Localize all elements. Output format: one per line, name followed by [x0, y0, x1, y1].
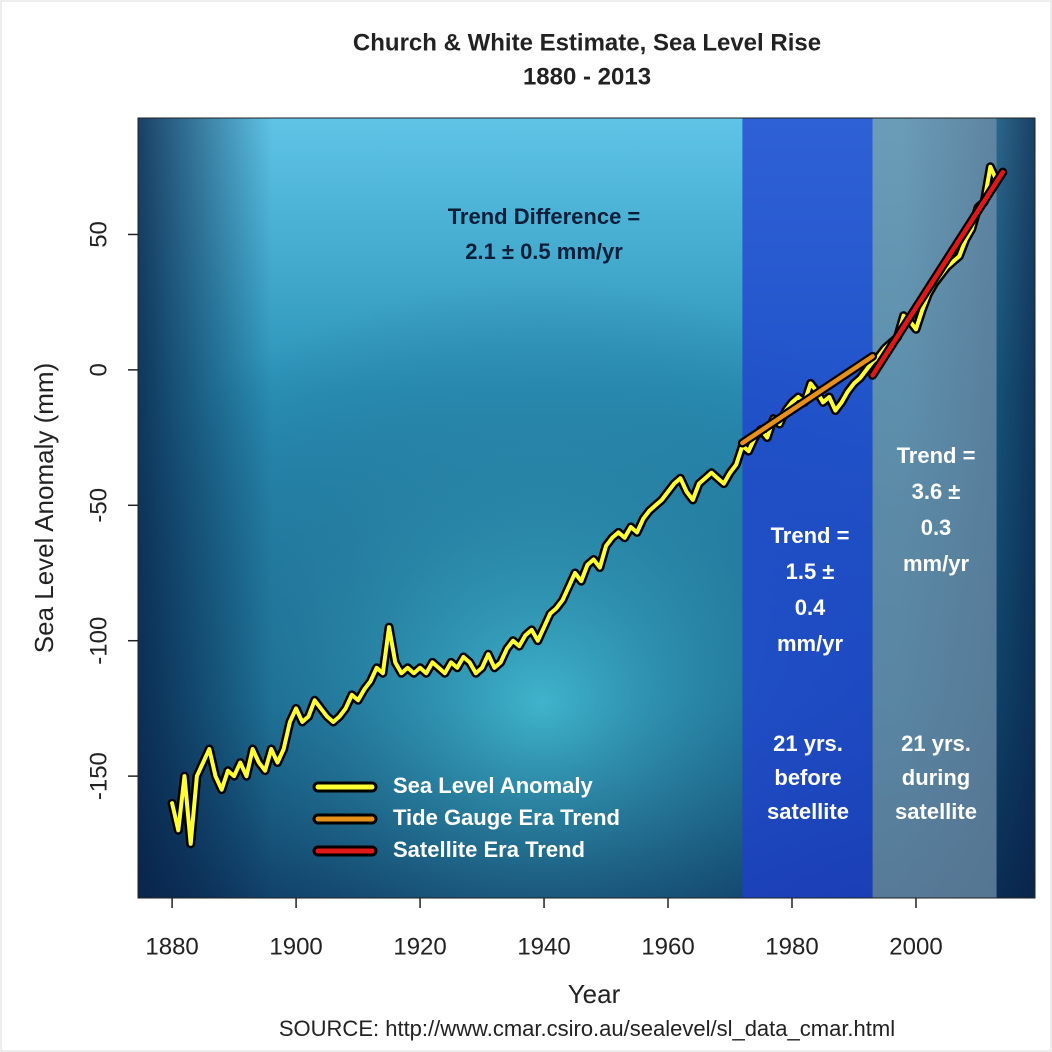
source-note: SOURCE: http://www.cmar.csiro.au/sealeve…	[279, 1016, 895, 1041]
x-tick-label: 2000	[889, 933, 942, 960]
y-tick-label: -50	[85, 488, 112, 523]
annotation: Trend Difference =	[448, 204, 641, 229]
y-tick-label: 50	[85, 221, 112, 248]
chart-subtitle: 1880 - 2013	[523, 63, 651, 90]
annotation: 0.4	[795, 595, 826, 620]
line	[170, 164, 999, 846]
era-region	[872, 118, 997, 898]
annotation: 2.1 ± 0.5 mm/yr	[465, 239, 623, 264]
annotation: mm/yr	[903, 551, 969, 576]
y-tick-label: -100	[85, 617, 112, 665]
annotation: satellite	[767, 799, 849, 824]
chart-title: Church & White Estimate, Sea Level Rise	[353, 29, 821, 56]
era-region	[742, 118, 873, 898]
annotation: 21 yrs.	[901, 731, 971, 756]
y-axis-label: Sea Level Anomaly (mm)	[29, 363, 59, 653]
annotation: 21 yrs.	[773, 731, 843, 756]
legend-label: Sea Level Anomaly	[393, 773, 593, 798]
x-tick-label: 1920	[393, 933, 446, 960]
annotation: mm/yr	[777, 631, 843, 656]
x-axis-label: Year	[568, 979, 621, 1009]
legend-label: Tide Gauge Era Trend	[393, 805, 620, 830]
legend-label: Satellite Era Trend	[393, 837, 585, 862]
annotation: Trend =	[897, 443, 976, 468]
x-tick-label: 1940	[517, 933, 570, 960]
annotation: before	[774, 765, 841, 790]
y-tick-label: -150	[85, 752, 112, 800]
x-tick-label: 1960	[641, 933, 694, 960]
plot-border	[137, 117, 1036, 899]
line	[740, 354, 875, 446]
annotation: 1.5 ±	[786, 559, 835, 584]
annotation: 0.3	[921, 515, 952, 540]
annotation: 3.6 ±	[912, 479, 961, 504]
x-tick-label: 1900	[269, 933, 322, 960]
annotation: during	[902, 765, 970, 790]
x-tick-label: 1880	[145, 933, 198, 960]
annotation: Trend =	[771, 523, 850, 548]
annotation: satellite	[895, 799, 977, 824]
line	[870, 169, 1006, 378]
x-tick-label: 1980	[765, 933, 818, 960]
y-tick-label: 0	[85, 363, 112, 376]
